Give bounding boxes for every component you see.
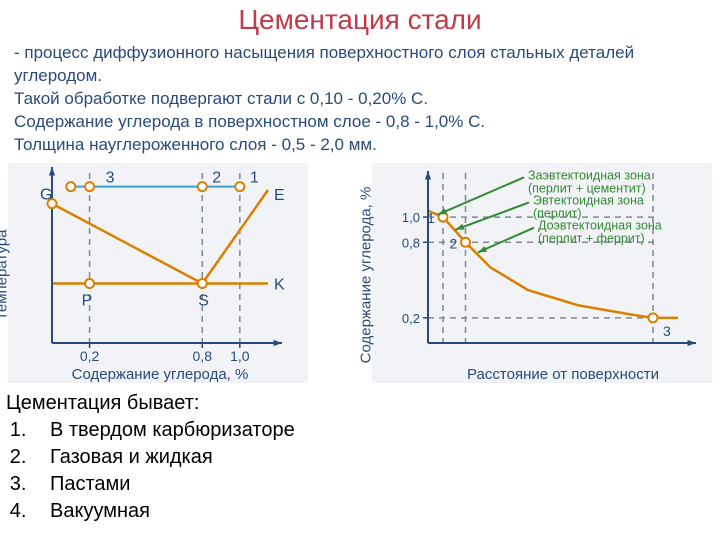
- svg-text:K: K: [274, 276, 285, 293]
- charts-row: Температура 0,20,81,0GEPSK321Содержание …: [8, 163, 712, 388]
- footer-item: Газовая и жидкая: [32, 444, 720, 471]
- footer-item: В твердом карбюризаторе: [32, 417, 720, 444]
- svg-text:S: S: [198, 292, 209, 309]
- desc-line: - процесс диффузионного насыщения поверх…: [14, 42, 706, 88]
- left-chart: 0,2 0,8 1,0 G E P S K 3 2 1 Содержание углерода, %: [8, 163, 308, 383]
- svg-text:P: P: [82, 292, 93, 309]
- left-chart-box: Температура 0,20,81,0GEPSK321Содержание …: [8, 163, 308, 388]
- desc-line: Такой обработке подвергают стали с 0,10 …: [14, 88, 706, 111]
- svg-text:1,0: 1,0: [230, 348, 250, 364]
- footer-heading: Цементация бывает:: [6, 392, 720, 415]
- svg-text:1,0: 1,0: [402, 210, 420, 225]
- svg-text:0,8: 0,8: [193, 348, 213, 364]
- footer-item: Пастами: [32, 471, 720, 498]
- footer-item: Вакуумная: [32, 498, 720, 525]
- svg-text:0,8: 0,8: [402, 235, 420, 250]
- svg-text:(перлит + феррит): (перлит + феррит): [538, 231, 645, 245]
- desc-line: Содержание углерода в поверхностном слое…: [14, 111, 706, 134]
- svg-text:G: G: [40, 186, 52, 203]
- desc-line: Толщина науглероженного слоя - 0,5 - 2,0…: [14, 134, 706, 157]
- svg-text:1: 1: [250, 169, 259, 186]
- footer: Цементация бывает: В твердом карбюризато…: [6, 392, 720, 525]
- right-chart: 1,0 0,8 0,2 12 3 Заэвтектоидная зона (перлит +…: [372, 163, 712, 383]
- svg-text:1: 1: [427, 210, 435, 226]
- svg-text:2: 2: [450, 235, 458, 251]
- svg-text:Расстояние от поверхности: Расстояние от поверхности: [467, 366, 659, 383]
- left-chart-ylabel: Температура: [0, 230, 11, 321]
- svg-text:E: E: [274, 187, 285, 204]
- svg-text:3: 3: [663, 323, 671, 339]
- svg-text:0,2: 0,2: [80, 348, 100, 364]
- svg-text:3: 3: [106, 169, 115, 186]
- svg-text:Эвтектоидная зона: Эвтектоидная зона: [533, 193, 644, 207]
- svg-text:Доэвтектоидная зона: Доэвтектоидная зона: [538, 218, 662, 232]
- svg-text:Содержание углерода, %: Содержание углерода, %: [72, 366, 249, 383]
- footer-list: В твердом карбюризатореГазовая и жидкаяП…: [6, 417, 720, 525]
- svg-text:Заэвтектоидная зона: Заэвтектоидная зона: [528, 168, 651, 182]
- svg-text:0,2: 0,2: [402, 311, 420, 326]
- page-title: Цементация стали: [0, 4, 720, 36]
- svg-text:2: 2: [212, 169, 221, 186]
- description-block: - процесс диффузионного насыщения поверх…: [14, 42, 706, 157]
- right-chart-box: Содержание углерода, % 1,00,80,2123Заэвт…: [372, 163, 712, 388]
- right-chart-ylabel: Содержание углерода, %: [358, 187, 375, 364]
